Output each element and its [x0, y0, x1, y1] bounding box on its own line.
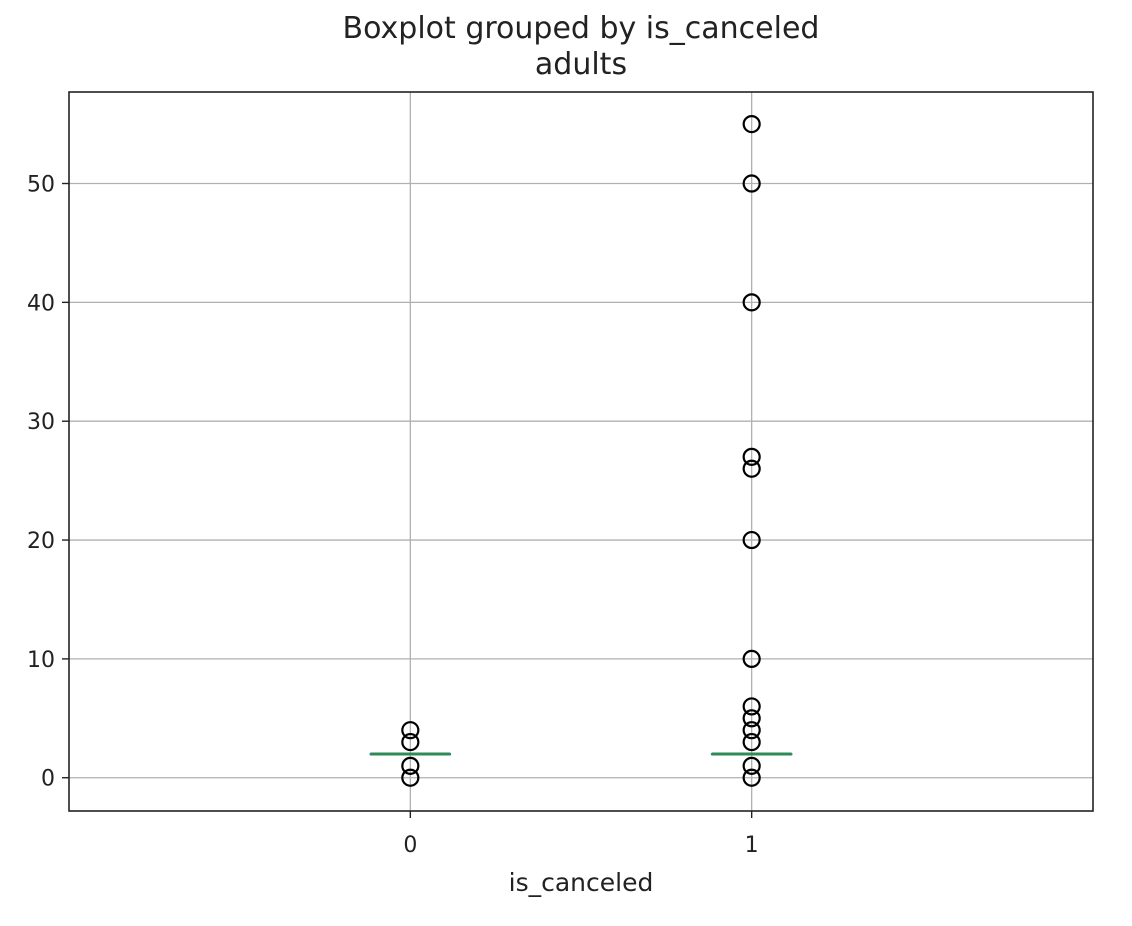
y-tick-label: 30 — [27, 410, 55, 435]
outlier-point — [742, 459, 761, 478]
y-axis: 0 10 20 30 40 50 — [27, 173, 69, 792]
outlier-points — [401, 114, 761, 787]
y-tick-label: 0 — [41, 767, 55, 792]
y-tick-label: 10 — [27, 648, 55, 673]
outlier-point — [742, 447, 761, 466]
outlier-point — [742, 114, 761, 134]
y-tick-label: 40 — [27, 291, 55, 316]
outlier-point — [742, 709, 761, 728]
x-axis-label: is_canceled — [509, 868, 654, 897]
y-tick-label: 50 — [27, 173, 55, 198]
outlier-point — [742, 293, 761, 312]
outlier-point — [742, 756, 761, 775]
chart-subtitle: adults — [535, 47, 627, 82]
grid-lines — [69, 92, 1093, 811]
outlier-point — [401, 721, 420, 740]
outlier-point — [401, 732, 420, 752]
outlier-point — [401, 756, 420, 775]
outlier-point — [742, 768, 761, 787]
y-tick-label: 20 — [27, 529, 55, 554]
outlier-point — [742, 697, 761, 716]
chart-title: Boxplot grouped by is_canceled — [343, 11, 820, 46]
outlier-point — [401, 768, 420, 787]
box-group — [369, 752, 793, 756]
outlier-point — [742, 530, 761, 550]
plot-frame — [68, 91, 1094, 812]
x-tick-label: 1 — [745, 833, 759, 858]
outlier-point — [742, 174, 761, 193]
x-tick-label: 0 — [403, 833, 417, 858]
outlier-point — [742, 721, 761, 740]
outlier-point — [742, 732, 761, 752]
outlier-point — [742, 649, 761, 668]
